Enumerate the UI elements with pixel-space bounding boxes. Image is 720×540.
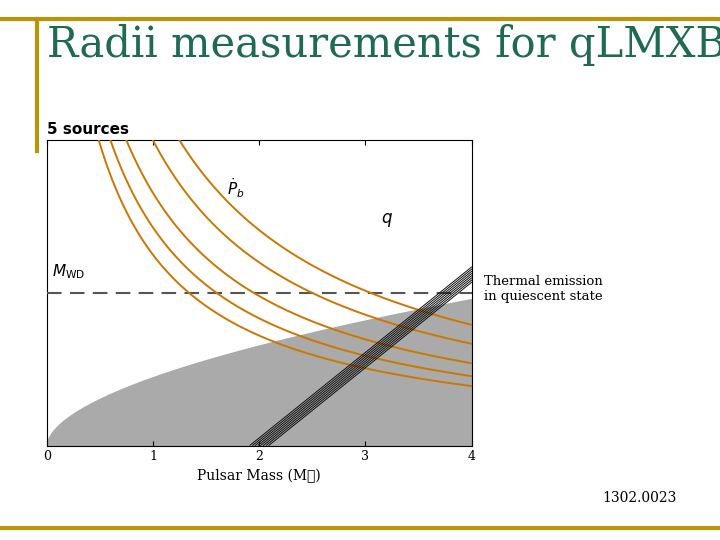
Text: Radii measurements for qLMXBs in GCs: Radii measurements for qLMXBs in GCs [47,24,720,66]
Text: Thermal emission
in quiescent state: Thermal emission in quiescent state [484,275,603,303]
Text: $M_{\rm WD}$: $M_{\rm WD}$ [52,262,86,281]
X-axis label: Pulsar Mass (M☉): Pulsar Mass (M☉) [197,469,321,483]
Text: 5 sources: 5 sources [47,122,129,137]
Text: 1302.0023: 1302.0023 [603,491,677,505]
Text: $q$: $q$ [382,211,393,229]
Text: $\dot{P}_b$: $\dot{P}_b$ [228,177,245,200]
